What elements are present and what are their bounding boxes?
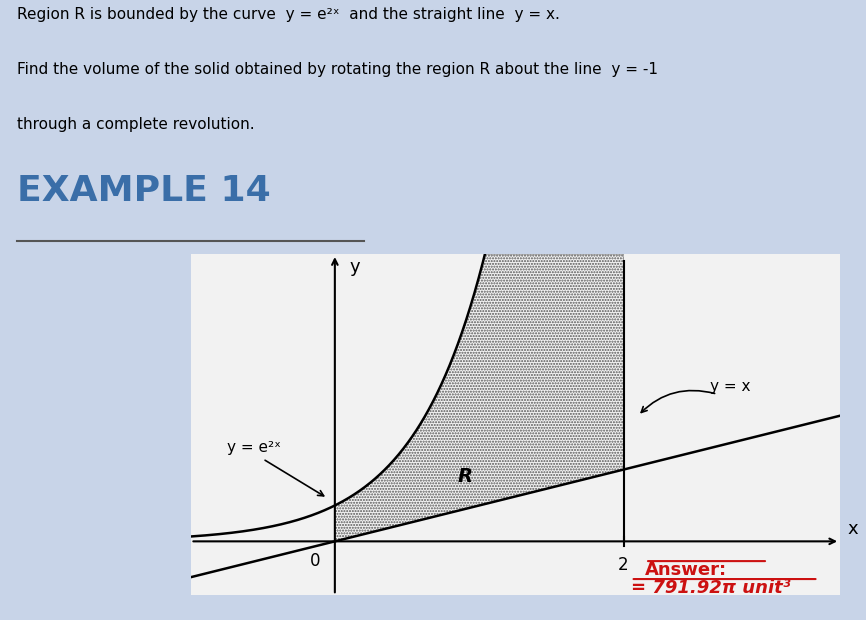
Text: Region R is bounded by the curve  y = e²ˣ  and the straight line  y = x.: Region R is bounded by the curve y = e²ˣ…: [17, 7, 560, 22]
Text: through a complete revolution.: through a complete revolution.: [17, 117, 255, 131]
Text: EXAMPLE 14: EXAMPLE 14: [17, 174, 271, 208]
Text: 2: 2: [618, 556, 629, 574]
Text: Answer:: Answer:: [645, 561, 727, 579]
Text: R: R: [457, 467, 472, 486]
Text: x: x: [847, 520, 858, 538]
Text: y: y: [349, 258, 360, 276]
Text: y = e²ˣ: y = e²ˣ: [227, 440, 281, 454]
Text: Find the volume of the solid obtained by rotating the region R about the line  y: Find the volume of the solid obtained by…: [17, 62, 658, 77]
Text: y = x: y = x: [710, 379, 751, 394]
Text: 0: 0: [310, 552, 320, 570]
Text: = 791.92π unit³: = 791.92π unit³: [630, 579, 791, 597]
